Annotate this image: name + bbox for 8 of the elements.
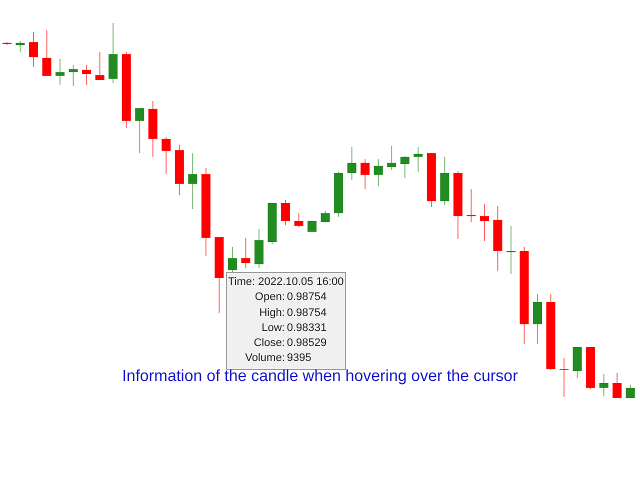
annotation: Low: 0.98331: [260, 320, 328, 336]
annotation: Information of the candle when hovering over the cursor: [121, 368, 519, 386]
annotation: High: 0.98754: [258, 306, 328, 321]
annotation: Close: 0.98529: [252, 336, 328, 352]
annotation: Open: 0.98754: [254, 290, 328, 306]
annotation: Time: 2022.10.05 16:00: [227, 275, 345, 290]
annotation: Volume: 9395: [244, 351, 312, 366]
candlestick: [308, 220, 317, 232]
